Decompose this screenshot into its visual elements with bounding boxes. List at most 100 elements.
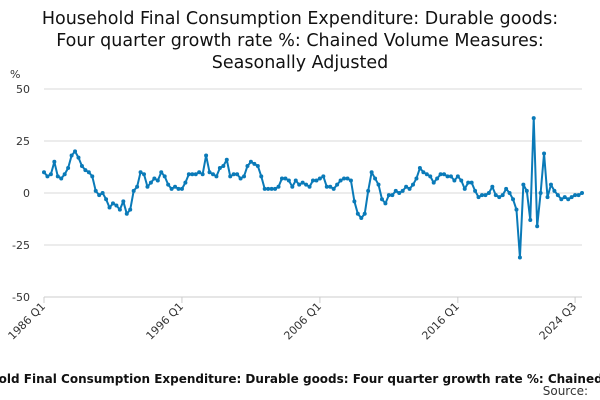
data-point xyxy=(345,176,350,181)
data-point xyxy=(466,180,471,185)
data-point xyxy=(479,193,484,198)
data-point xyxy=(114,203,119,208)
data-point xyxy=(107,205,112,210)
chart-title-line-2: Four quarter growth rate %: Chained Volu… xyxy=(56,31,544,51)
data-point xyxy=(580,191,584,195)
data-point xyxy=(273,186,278,191)
data-point xyxy=(483,193,488,198)
data-point xyxy=(545,195,550,200)
data-point xyxy=(362,211,367,216)
data-point xyxy=(104,197,109,202)
data-point xyxy=(73,149,78,154)
data-point xyxy=(438,172,443,177)
data-point xyxy=(204,153,209,158)
data-point xyxy=(431,180,436,185)
data-point xyxy=(200,172,205,177)
data-point xyxy=(331,186,336,191)
data-point xyxy=(159,170,164,175)
data-point xyxy=(548,182,553,187)
data-point xyxy=(117,207,122,212)
data-point xyxy=(193,172,198,177)
data-point xyxy=(152,176,157,181)
series xyxy=(42,116,584,260)
data-point xyxy=(162,174,167,179)
y-tick-label: -25 xyxy=(12,239,30,252)
data-point xyxy=(407,186,412,191)
x-tick-label: 2006 Q1 xyxy=(281,300,324,343)
data-point xyxy=(224,157,229,162)
footer-series-title: Household Final Consumption Expenditure:… xyxy=(0,372,600,386)
data-point xyxy=(166,182,171,187)
data-point xyxy=(259,174,264,179)
data-point xyxy=(255,163,260,168)
data-point xyxy=(435,176,440,181)
data-point xyxy=(528,218,533,223)
axes: 50 25 0 -25 -50% 1986 Q1 1996 Q1 2006 Q1 2016 Q1… xyxy=(6,68,582,342)
data-point xyxy=(183,180,188,185)
data-point xyxy=(69,153,74,158)
x-tick-label: 1996 Q1 xyxy=(144,300,187,343)
data-point xyxy=(97,193,102,198)
data-point xyxy=(214,174,219,179)
data-point xyxy=(338,178,343,183)
footer-series-title-text: Household Final Consumption Expenditure:… xyxy=(0,372,600,386)
data-point xyxy=(131,188,136,193)
data-point xyxy=(142,172,147,177)
y-tick-label: 0 xyxy=(23,187,30,200)
data-point xyxy=(93,188,98,193)
data-point xyxy=(121,199,126,204)
data-point xyxy=(452,178,457,183)
data-point xyxy=(83,168,88,173)
data-point xyxy=(48,172,53,177)
data-point xyxy=(421,170,426,175)
grid xyxy=(44,88,582,298)
data-point xyxy=(42,170,46,175)
data-point xyxy=(66,166,71,171)
data-point xyxy=(62,172,67,177)
data-point xyxy=(210,172,215,177)
data-point xyxy=(45,174,50,179)
data-point xyxy=(321,174,326,179)
data-point xyxy=(538,191,543,195)
data-point xyxy=(490,184,495,189)
data-point xyxy=(379,197,384,202)
data-point xyxy=(279,176,284,181)
data-point xyxy=(110,201,115,206)
data-point xyxy=(90,174,95,179)
data-point xyxy=(455,174,460,179)
data-point xyxy=(221,163,226,168)
data-point xyxy=(228,174,233,179)
data-point xyxy=(100,191,105,195)
data-point xyxy=(397,191,402,195)
data-point xyxy=(179,186,184,191)
data-point xyxy=(128,207,133,212)
data-point xyxy=(245,163,250,168)
data-point xyxy=(242,174,247,179)
data-point xyxy=(359,215,364,220)
chart-title-line-1: Household Final Consumption Expenditure:… xyxy=(41,9,559,29)
data-point xyxy=(448,174,453,179)
data-point xyxy=(535,224,540,229)
data-point xyxy=(155,178,160,183)
data-point xyxy=(297,182,302,187)
data-point xyxy=(352,199,357,204)
data-point xyxy=(304,182,309,187)
data-point xyxy=(76,155,81,160)
data-point xyxy=(542,151,547,156)
data-point xyxy=(173,184,178,189)
data-point xyxy=(248,159,253,164)
data-point xyxy=(459,178,464,183)
data-point xyxy=(148,180,153,185)
data-point xyxy=(324,184,329,189)
data-point xyxy=(562,195,567,200)
series-line xyxy=(43,117,583,259)
data-point xyxy=(411,182,416,187)
data-point xyxy=(511,197,516,202)
data-point xyxy=(235,172,240,177)
data-point xyxy=(197,170,202,175)
data-point xyxy=(576,193,581,198)
data-point xyxy=(335,182,340,187)
data-point xyxy=(217,166,222,171)
data-point xyxy=(300,180,305,185)
